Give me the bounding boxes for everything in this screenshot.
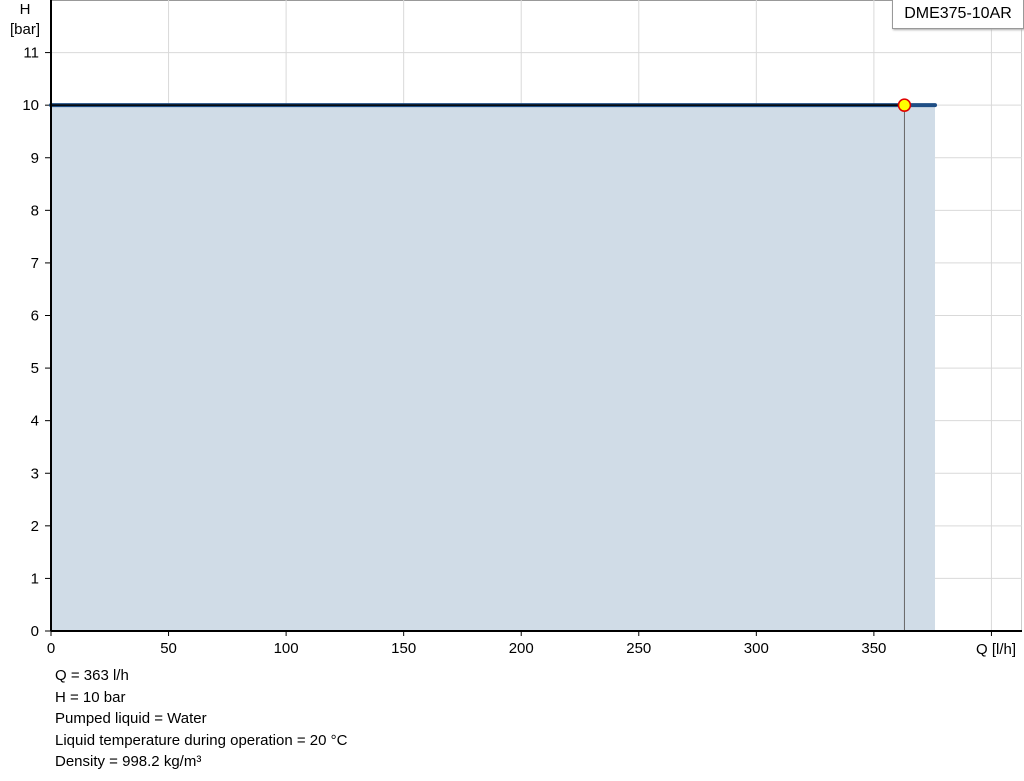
x-tick-label: 350 [861, 640, 886, 657]
operating-info: Q = 363 l/h H = 10 bar Pumped liquid = W… [55, 665, 347, 773]
y-axis-unit: [bar] [10, 21, 40, 38]
info-temperature: Liquid temperature during operation = 20… [55, 731, 348, 749]
info-head: H = 10 bar [55, 688, 126, 706]
curve-area-fill [51, 105, 936, 631]
y-tick-label: 2 [31, 518, 39, 535]
x-tick-label: 0 [47, 640, 55, 657]
x-tick-label: 150 [391, 640, 416, 657]
legend-series-label: DME375-10AR [892, 0, 1024, 29]
info-flow: Q = 363 l/h [55, 667, 129, 684]
info-liquid: Pumped liquid = Water [55, 710, 207, 727]
y-tick-label: 9 [31, 150, 39, 167]
y-tick-label: 10 [22, 97, 39, 114]
y-tick-label: 3 [31, 465, 39, 482]
y-tick-label: 11 [23, 45, 39, 62]
x-tick-label: 50 [160, 640, 177, 657]
x-tick-label: 100 [274, 640, 299, 657]
operating-point-marker [897, 98, 912, 112]
y-tick-label: 6 [31, 308, 39, 325]
y-tick-label: 0 [31, 623, 39, 640]
y-tick-label: 7 [31, 255, 39, 272]
x-tick-label: 200 [509, 640, 534, 657]
x-tick-label: 300 [744, 640, 769, 657]
x-axis-label: Q [l/h] [976, 641, 1016, 658]
x-tick-label: 250 [626, 640, 651, 657]
y-axis-label: H [20, 1, 31, 18]
y-tick-label: 4 [31, 413, 39, 430]
y-tick-label: 5 [31, 360, 39, 377]
y-tick-label: 8 [31, 202, 39, 219]
info-density: Density = 998.2 kg/m³ [55, 753, 202, 770]
y-tick-label: 1 [31, 570, 39, 587]
